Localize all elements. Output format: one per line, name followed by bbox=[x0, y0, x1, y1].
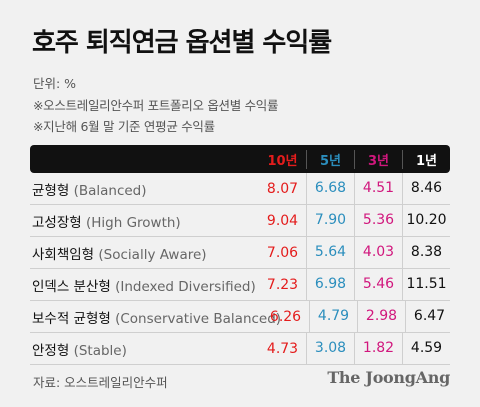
row-name-en: (Indexed Diversified) bbox=[115, 278, 256, 295]
value-10y: 8.07 bbox=[266, 180, 299, 197]
value-10y: 9.04 bbox=[266, 212, 299, 229]
value-1y: 6.47 bbox=[405, 301, 453, 332]
row-name-en: (High Growth) bbox=[85, 214, 181, 231]
table-row: 안정형 (Stable) 4.73 3.08 1.82 4.59 bbox=[30, 333, 450, 365]
value-10y: 4.73 bbox=[266, 340, 299, 357]
row-label: 사회책임형 (Socially Aware) bbox=[30, 243, 259, 263]
table-row: 인덱스 분산형 (Indexed Diversified) 7.23 6.98 5.4… bbox=[30, 269, 450, 301]
table-body: 균형형 (Balanced) 8.07 6.68 4.51 8.46 고성장형 (High… bbox=[30, 173, 450, 365]
value-1y: 11.51 bbox=[402, 269, 450, 300]
value-3y: 5.46 bbox=[354, 269, 402, 300]
chart-title: 호주 퇴직연금 옵션별 수익률 bbox=[32, 28, 332, 58]
table-row: 보수적 균형형 (Conservative Balanced) 6.26 4.79 2… bbox=[30, 301, 450, 333]
table-row: 고성장형 (High Growth) 9.04 7.90 5.36 10.20 bbox=[30, 205, 450, 237]
row-name-en: (Conservative Balanced) bbox=[115, 310, 282, 327]
value-10y: 7.23 bbox=[266, 276, 299, 293]
value-1y: 8.46 bbox=[402, 173, 450, 204]
value-1y: 4.59 bbox=[402, 333, 450, 364]
value-5y: 6.98 bbox=[306, 269, 354, 300]
row-label: 고성장형 (High Growth) bbox=[30, 211, 259, 231]
value-5y: 7.90 bbox=[306, 205, 354, 236]
row-name-en: (Stable) bbox=[73, 342, 127, 359]
unit-label: 단위: % bbox=[33, 76, 77, 91]
value-3y: 4.51 bbox=[354, 173, 402, 204]
row-name: 보수적 균형형 bbox=[32, 310, 111, 327]
value-10y: 6.26 bbox=[269, 308, 302, 325]
row-name: 사회책임형 bbox=[32, 246, 95, 263]
table-row: 사회책임형 (Socially Aware) 7.06 5.64 4.03 8.38 bbox=[30, 237, 450, 269]
row-name-en: (Socially Aware) bbox=[98, 246, 207, 263]
header-3y: 3년 bbox=[354, 149, 402, 169]
value-5y: 3.08 bbox=[306, 333, 354, 364]
note-portfolio: ※오스트레일리안수퍼 포트폴리오 옵션별 수익률 bbox=[33, 98, 279, 113]
row-label: 보수적 균형형 (Conservative Balanced) bbox=[30, 307, 281, 327]
value-3y: 1.82 bbox=[354, 333, 402, 364]
table-row: 균형형 (Balanced) 8.07 6.68 4.51 8.46 bbox=[30, 173, 450, 205]
row-name: 안정형 bbox=[32, 342, 70, 359]
value-3y: 2.98 bbox=[357, 301, 405, 332]
row-name: 인덱스 분산형 bbox=[32, 278, 111, 295]
table-header: 10년 5년 3년 1년 bbox=[30, 145, 450, 173]
value-1y: 8.38 bbox=[402, 237, 450, 268]
row-name: 균형형 bbox=[32, 182, 70, 199]
row-label: 균형형 (Balanced) bbox=[30, 179, 259, 199]
value-5y: 5.64 bbox=[306, 237, 354, 268]
value-3y: 4.03 bbox=[354, 237, 402, 268]
header-5y: 5년 bbox=[306, 149, 354, 169]
row-name: 고성장형 bbox=[32, 214, 82, 231]
row-label: 인덱스 분산형 (Indexed Diversified) bbox=[30, 275, 259, 295]
header-1y: 1년 bbox=[402, 149, 450, 169]
joongang-logo: The JoongAng bbox=[327, 368, 450, 387]
row-label: 안정형 (Stable) bbox=[30, 339, 259, 359]
value-1y: 10.20 bbox=[402, 205, 450, 236]
value-5y: 6.68 bbox=[306, 173, 354, 204]
value-10y: 7.06 bbox=[266, 244, 299, 261]
value-5y: 4.79 bbox=[309, 301, 357, 332]
returns-table: 10년 5년 3년 1년 균형형 (Balanced) 8.07 6.68 4.51 8… bbox=[30, 145, 450, 365]
note-basis: ※지난해 6월 말 기준 연평균 수익률 bbox=[33, 119, 215, 134]
source-label: 자료: 오스트레일리안수퍼 bbox=[33, 375, 168, 390]
value-3y: 5.36 bbox=[354, 205, 402, 236]
header-10y: 10년 bbox=[267, 153, 298, 169]
row-name-en: (Balanced) bbox=[73, 182, 147, 199]
